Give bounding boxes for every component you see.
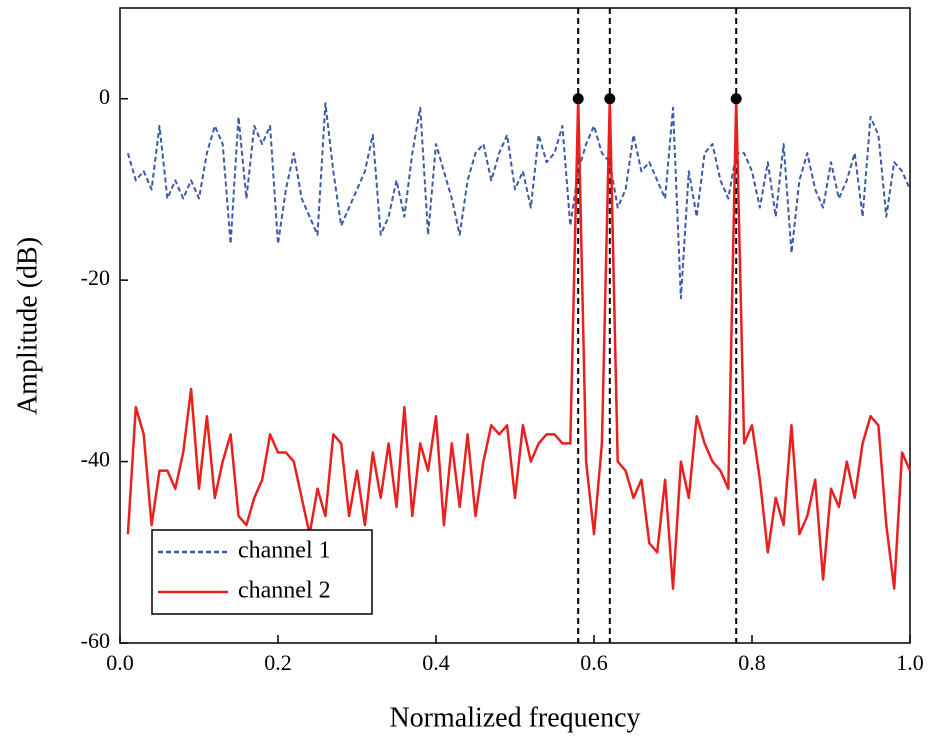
x-tick-label: 0.6 — [580, 650, 608, 675]
x-tick-label: 1.0 — [896, 650, 924, 675]
peak-marker — [730, 93, 742, 105]
series-line — [126, 102, 911, 300]
y-tick-label: 0 — [99, 84, 110, 109]
x-axis-label: Normalized frequency — [389, 702, 640, 733]
legend-box — [151, 529, 373, 615]
series-line — [126, 97, 912, 590]
y-axis-label: Amplitude (dB) — [12, 237, 43, 415]
x-tick-label: 0.4 — [422, 650, 450, 675]
x-tick-label: 0.2 — [264, 650, 292, 675]
legend-label: channel 2 — [238, 578, 331, 604]
plot-frame — [119, 7, 911, 644]
x-tick-label: 0.0 — [106, 650, 134, 675]
x-tick-label: 0.8 — [738, 650, 766, 675]
y-tick-label: -40 — [81, 447, 110, 472]
peak-marker — [604, 93, 616, 105]
peak-marker — [572, 93, 584, 105]
y-tick-label: -60 — [81, 628, 110, 653]
legend-label: channel 1 — [238, 538, 331, 564]
y-tick-label: -20 — [81, 265, 110, 290]
